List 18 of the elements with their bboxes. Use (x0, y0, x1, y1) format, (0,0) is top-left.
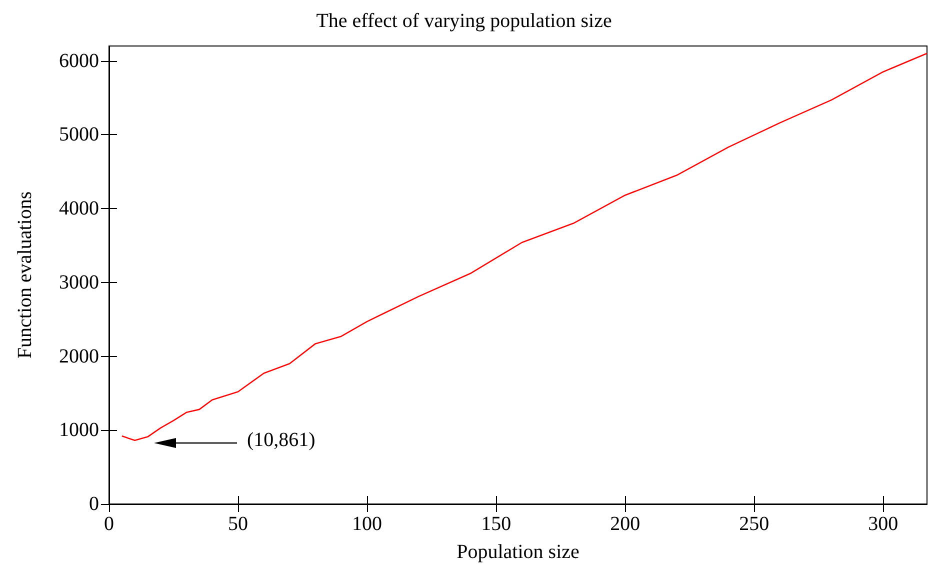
y-tick-label: 5000 (59, 124, 99, 146)
y-tick-label: 1000 (59, 419, 99, 442)
x-tick-label: 200 (610, 513, 640, 535)
x-tick-label: 300 (868, 513, 898, 535)
y-tick-label: 6000 (59, 50, 99, 72)
y-tick-label: 4000 (59, 198, 99, 220)
chart-title: The effect of varying population size (316, 10, 612, 32)
x-axis-title: Population size (456, 541, 580, 563)
y-axis-title: Function evaluations (14, 191, 36, 359)
x-tick-label: 250 (739, 513, 770, 535)
x-tick-label: 100 (352, 513, 382, 535)
y-tick-label: 0 (89, 493, 99, 515)
y-tick-label: 3000 (59, 271, 99, 294)
x-tick-label: 0 (104, 513, 114, 535)
y-tick-label: 2000 (59, 345, 99, 368)
x-tick-label: 150 (481, 513, 512, 535)
annotation: (10,861) (247, 429, 316, 452)
x-tick-label: 50 (228, 513, 248, 535)
